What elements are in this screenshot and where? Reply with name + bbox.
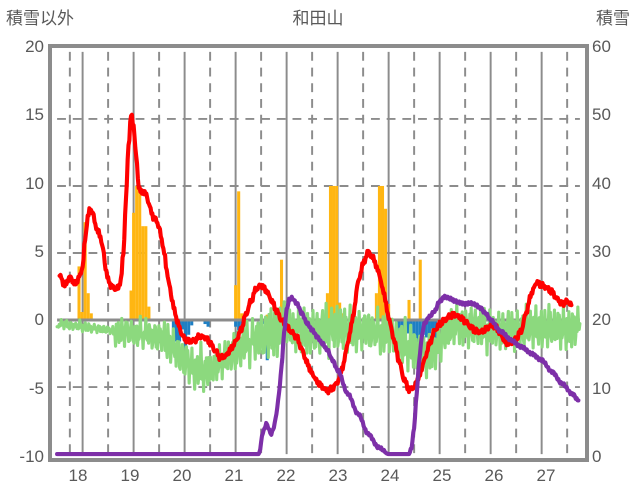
x-tick: 23	[328, 466, 348, 485]
snowfall-bar	[424, 320, 428, 338]
plot-area	[48, 44, 589, 462]
precipitation-bar	[279, 259, 284, 321]
snowfall-bar	[406, 320, 410, 334]
precipitation-bar	[332, 185, 336, 321]
precipitation-bar	[138, 185, 142, 321]
x-tick: 24	[380, 466, 400, 485]
precipitation-bar	[328, 185, 333, 321]
series-precipitation	[77, 185, 422, 321]
x-tick: 19	[120, 466, 140, 485]
snowfall-bar	[412, 320, 416, 341]
y-tick-right: 10	[592, 378, 611, 398]
y-tick-left: 15	[25, 105, 44, 125]
snowfall-bar	[397, 320, 401, 334]
snowfall-bar	[184, 320, 188, 349]
precipitation-bar	[265, 314, 269, 321]
x-tick: 18	[68, 466, 88, 485]
snowfall-bar	[237, 320, 241, 331]
chart-title: 和田山	[292, 9, 344, 28]
y-tick-left: 5	[34, 242, 44, 261]
precipitation-bar	[234, 285, 238, 321]
precipitation-bar	[129, 290, 133, 321]
snowfall-bar	[171, 320, 175, 334]
y-tick-right: 50	[592, 105, 611, 125]
x-tick: 20	[172, 466, 192, 485]
right-axis-title: 積雪	[596, 9, 630, 28]
snowfall-bar	[434, 320, 438, 346]
x-tick: 25	[432, 466, 452, 485]
precipitation-bar	[418, 259, 422, 321]
precipitation-bar	[384, 208, 388, 321]
precipitation-bar	[77, 266, 81, 321]
snowfall-bar	[415, 320, 419, 355]
precipitation-bar	[141, 226, 145, 321]
snowfall-bar	[234, 320, 238, 327]
precipitation-bar	[132, 212, 136, 321]
series-snowdepth-line	[55, 293, 581, 457]
precipitation-bar	[377, 185, 381, 321]
snowfall-bar	[418, 320, 422, 337]
y-tick-left: 10	[25, 173, 44, 193]
y-tick-left: -10	[19, 447, 44, 466]
snowfall-bar	[427, 320, 431, 334]
snowfall-bar	[206, 320, 210, 327]
snowfall-bar	[181, 320, 185, 330]
plot-canvas	[52, 48, 585, 458]
precipitation-bar	[240, 313, 244, 321]
precipitation-bar	[407, 299, 411, 321]
snowfall-bar	[203, 320, 207, 325]
precipitation-bar	[83, 222, 87, 321]
x-tick: 21	[224, 466, 244, 485]
y-tick-left: -5	[28, 378, 44, 398]
precipitation-bar	[335, 185, 339, 321]
x-tick: 26	[484, 466, 504, 485]
chart-svg	[55, 51, 582, 457]
left-axis-title: 積雪以外	[6, 9, 74, 28]
y-tick-right: 30	[592, 242, 611, 261]
y-tick-right: 40	[592, 173, 611, 193]
precipitation-bar	[135, 185, 139, 321]
y-tick-right: 20	[592, 310, 611, 330]
y-tick-right: 0	[592, 447, 602, 466]
snowfall-bar	[187, 320, 191, 335]
y-tick-left: 0	[34, 310, 44, 330]
precipitation-bar	[144, 226, 148, 321]
x-tick: 27	[536, 466, 556, 485]
precipitation-bar	[80, 311, 84, 321]
snowfall-bar	[174, 320, 178, 342]
precipitation-bar	[380, 185, 385, 321]
y-tick-left: 20	[25, 37, 44, 56]
precipitation-bar	[341, 313, 345, 321]
series-wind-line	[55, 300, 582, 394]
precipitation-bar	[147, 306, 151, 321]
snowfall-bar	[190, 320, 194, 326]
precipitation-bar	[86, 293, 90, 321]
precipitation-bar	[237, 191, 241, 321]
series-temperature-line	[57, 112, 574, 396]
x-tick: 22	[276, 466, 296, 485]
snowfall-bar	[430, 320, 435, 331]
y-tick-right: 60	[592, 37, 611, 56]
precipitation-bar	[89, 313, 93, 321]
